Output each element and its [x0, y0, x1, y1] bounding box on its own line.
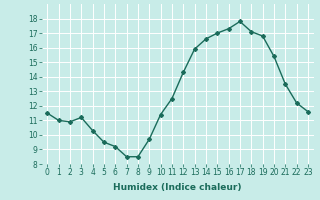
X-axis label: Humidex (Indice chaleur): Humidex (Indice chaleur) — [113, 183, 242, 192]
